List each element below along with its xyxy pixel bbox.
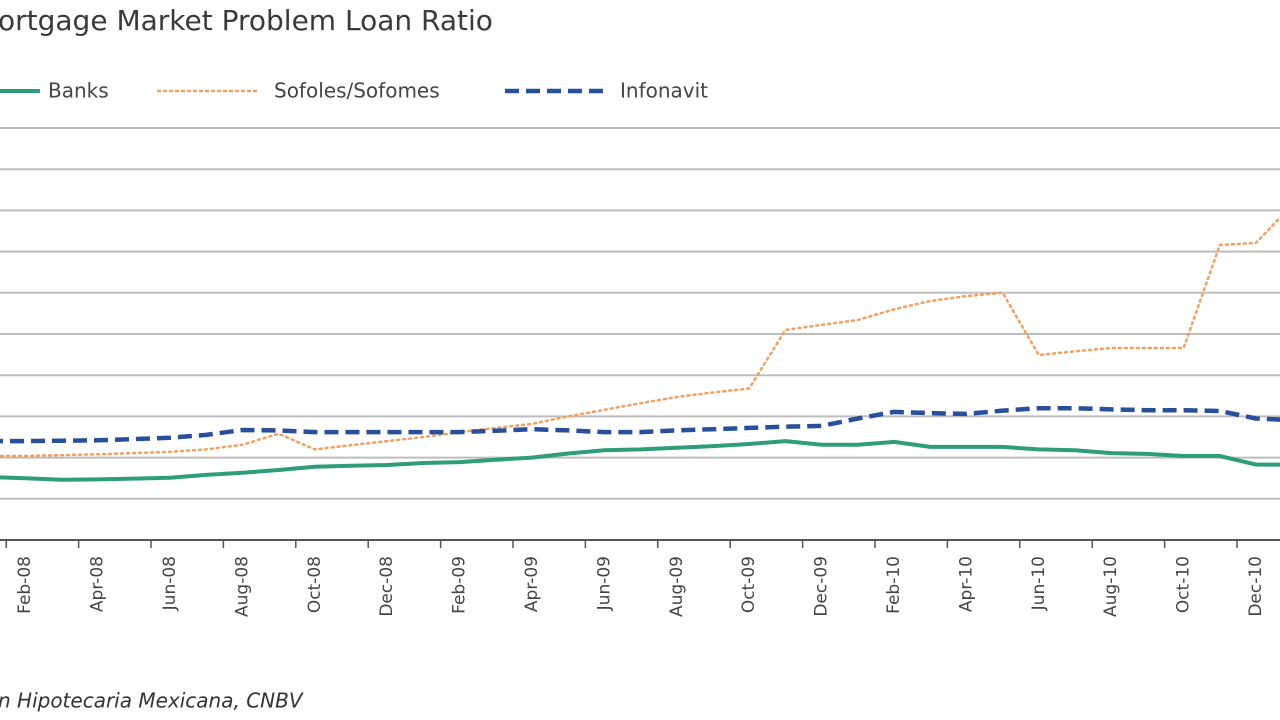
x-tick-label: Apr-10 xyxy=(956,556,976,612)
series-line xyxy=(0,405,1280,444)
chart-title: ortgage Market Problem Loan Ratio xyxy=(0,4,493,37)
x-tick-label: Apr-08 xyxy=(88,556,108,612)
x-tick-label: Dec-08 xyxy=(377,556,397,617)
x-tick-label: Apr-09 xyxy=(522,556,542,612)
legend-label: Sofoles/Sofomes xyxy=(274,79,440,103)
x-tick-label: Oct-10 xyxy=(1174,556,1194,613)
source-note: n Hipotecaria Mexicana, CNBV xyxy=(0,689,304,713)
x-tick-label: Aug-10 xyxy=(1101,556,1121,617)
x-tick-label: Oct-09 xyxy=(739,556,759,613)
series-line xyxy=(0,215,1280,458)
x-tick-label: Jun-08 xyxy=(160,556,180,611)
x-tick-label: Jun-09 xyxy=(594,556,614,611)
x-tick-label: Feb-09 xyxy=(450,556,470,614)
x-tick-label: Jun-10 xyxy=(1029,556,1049,611)
legend-label: Infonavit xyxy=(620,79,708,103)
x-tick-label: Dec-09 xyxy=(812,556,832,617)
x-tick-label: Feb-10 xyxy=(884,556,904,614)
x-tick-label: Oct-08 xyxy=(305,556,325,613)
x-tick-label: Aug-09 xyxy=(667,556,687,617)
x-tick-label: Aug-08 xyxy=(232,556,252,617)
x-tick-label: Dec-10 xyxy=(1246,556,1266,617)
series-line xyxy=(0,439,1280,482)
legend-label: Banks xyxy=(48,79,109,103)
x-tick-label: Feb-08 xyxy=(15,556,35,614)
